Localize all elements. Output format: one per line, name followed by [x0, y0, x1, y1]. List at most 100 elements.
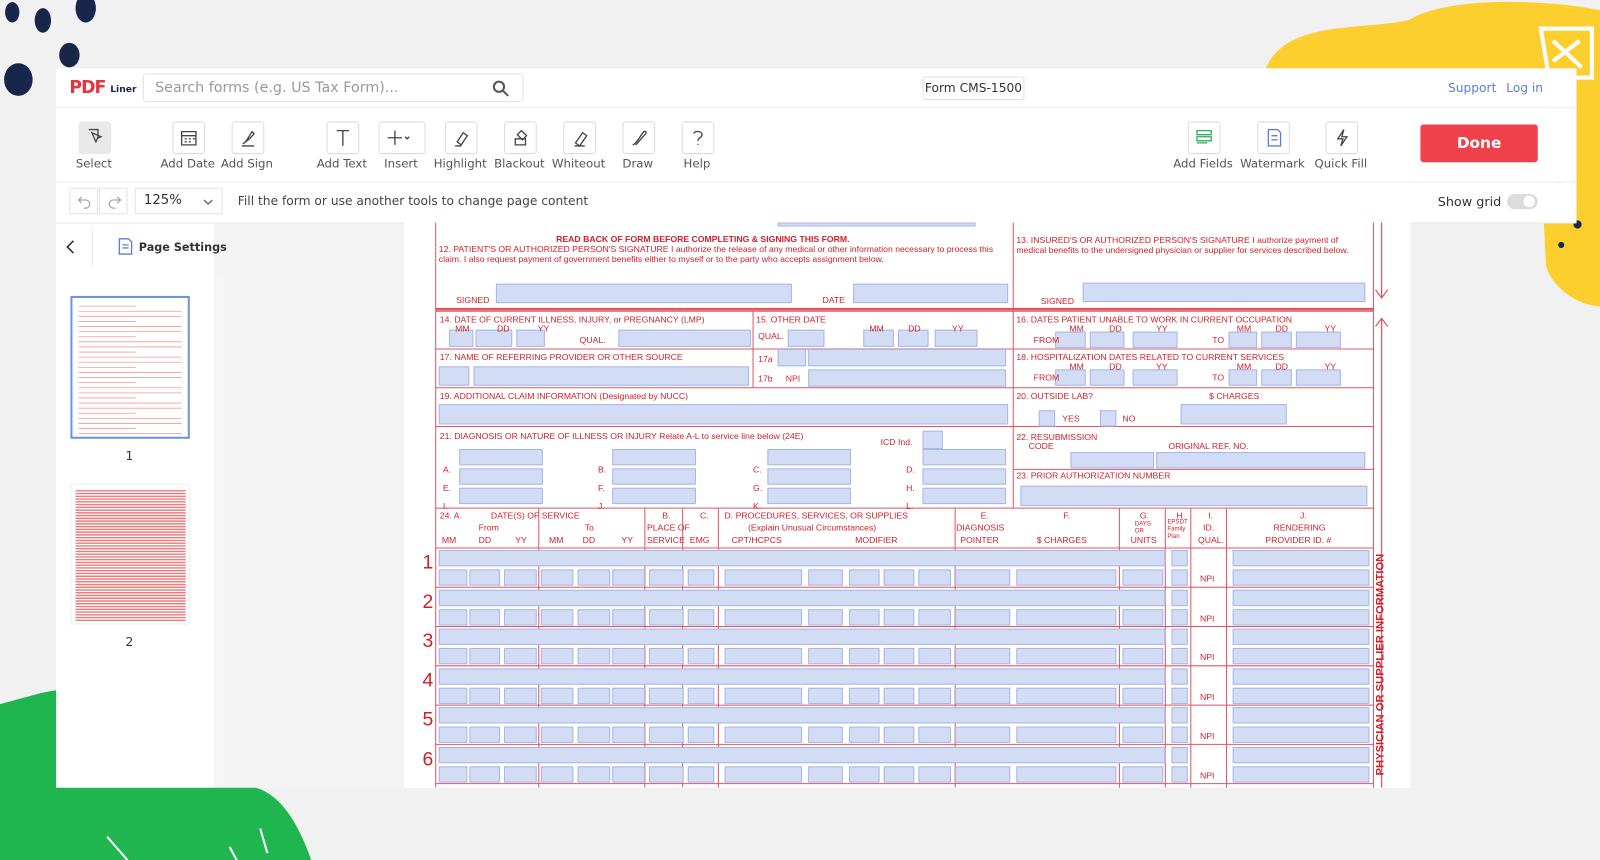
tool-icon-box[interactable]	[231, 121, 265, 155]
form-field[interactable]	[1171, 608, 1188, 625]
form-field[interactable]	[1020, 485, 1368, 507]
form-field[interactable]	[808, 726, 843, 743]
form-field[interactable]	[577, 569, 611, 586]
form-field[interactable]	[540, 647, 574, 665]
form-field[interactable]	[648, 687, 684, 704]
form-field[interactable]	[767, 448, 852, 466]
form-field[interactable]	[848, 647, 880, 665]
form-field[interactable]	[848, 687, 880, 704]
form-field[interactable]	[577, 647, 611, 665]
form-field[interactable]	[955, 608, 1011, 625]
form-field[interactable]	[577, 608, 611, 625]
tool-label[interactable]: Whiteout	[551, 156, 606, 171]
form-field[interactable]	[648, 569, 684, 586]
form-field[interactable]	[1082, 282, 1366, 303]
form-field[interactable]	[540, 608, 574, 625]
form-field[interactable]	[612, 687, 645, 704]
form-field[interactable]	[438, 549, 1166, 567]
form-field[interactable]	[687, 687, 715, 704]
form-field[interactable]	[469, 647, 500, 665]
form-field[interactable]	[1016, 687, 1117, 704]
form-field[interactable]	[777, 348, 807, 367]
tool-icon-box[interactable]	[172, 121, 206, 155]
form-field[interactable]	[438, 726, 468, 743]
search-box[interactable]	[142, 73, 524, 103]
form-field[interactable]	[808, 369, 1007, 387]
form-field[interactable]	[1232, 726, 1370, 743]
form-field[interactable]	[540, 687, 574, 704]
form-field[interactable]	[1171, 726, 1188, 743]
form-field[interactable]	[612, 487, 696, 505]
tool-label[interactable]: Select	[75, 156, 112, 171]
tool-label[interactable]: Help	[683, 156, 711, 171]
form-field[interactable]	[469, 569, 500, 586]
form-field[interactable]	[1122, 765, 1164, 783]
form-field[interactable]	[724, 765, 803, 783]
form-field[interactable]	[1122, 726, 1164, 743]
form-field[interactable]	[648, 647, 684, 665]
form-field[interactable]	[438, 366, 470, 386]
form-field[interactable]	[1232, 569, 1370, 586]
form-field[interactable]	[897, 329, 929, 347]
form-field[interactable]	[1228, 369, 1258, 386]
form-field[interactable]	[1261, 369, 1292, 386]
tool-icon-box[interactable]	[563, 121, 596, 155]
form-field[interactable]	[883, 765, 915, 783]
undo-redo[interactable]	[69, 187, 98, 215]
form-field[interactable]	[648, 726, 684, 743]
form-field[interactable]	[1132, 369, 1178, 386]
form-field[interactable]	[438, 608, 468, 625]
form-field[interactable]	[438, 707, 1166, 724]
form-field[interactable]	[612, 765, 645, 783]
form-field[interactable]	[1295, 331, 1341, 348]
form-field[interactable]	[955, 647, 1011, 665]
form-field[interactable]	[1016, 608, 1117, 625]
form-field[interactable]	[473, 366, 749, 386]
form-field[interactable]	[1261, 331, 1292, 348]
form-field[interactable]	[1171, 667, 1188, 685]
form-field[interactable]	[1232, 765, 1370, 783]
form-field[interactable]	[438, 746, 1166, 763]
login-link[interactable]: Log in	[1506, 80, 1544, 95]
form-field[interactable]	[1089, 331, 1125, 348]
form-field[interactable]	[1016, 569, 1117, 586]
form-field[interactable]	[922, 448, 1007, 466]
form-field[interactable]	[1038, 410, 1056, 427]
form-field[interactable]	[618, 329, 752, 347]
form-field[interactable]	[612, 726, 645, 743]
form-field[interactable]	[1122, 608, 1164, 625]
form-field[interactable]	[612, 608, 645, 625]
page-number[interactable]: 1	[125, 448, 134, 464]
form-field[interactable]	[1122, 569, 1164, 586]
form-field[interactable]	[1171, 746, 1188, 763]
form-field[interactable]	[438, 569, 468, 586]
form-field[interactable]	[918, 647, 952, 665]
form-field[interactable]	[469, 608, 500, 625]
tool-icon-box[interactable]	[326, 121, 360, 155]
form-field[interactable]	[540, 765, 574, 783]
tool-label[interactable]: Watermark	[1240, 156, 1305, 171]
tool-label[interactable]: Quick Fill	[1314, 156, 1368, 171]
form-field[interactable]	[469, 726, 500, 743]
form-field[interactable]	[1171, 687, 1188, 704]
form-field[interactable]	[883, 687, 915, 704]
form-field[interactable]	[1232, 647, 1370, 665]
form-field[interactable]	[504, 569, 537, 586]
form-field[interactable]	[1232, 549, 1370, 567]
form-field[interactable]	[504, 647, 537, 665]
form-field[interactable]	[438, 687, 468, 704]
form-field[interactable]	[448, 329, 474, 347]
form-field[interactable]	[883, 569, 915, 586]
form-field[interactable]	[918, 687, 952, 704]
form-field[interactable]	[1180, 404, 1287, 425]
form-field[interactable]	[918, 726, 952, 743]
tool-icon-box[interactable]	[378, 121, 426, 155]
form-field[interactable]	[1122, 687, 1164, 704]
form-field[interactable]	[1232, 667, 1370, 685]
form-field[interactable]	[955, 726, 1011, 743]
form-field[interactable]	[767, 487, 852, 505]
tool-label[interactable]: Insert	[384, 156, 418, 171]
form-field[interactable]	[777, 222, 976, 227]
form-field[interactable]	[438, 404, 1009, 425]
form-field[interactable]	[438, 667, 1166, 685]
